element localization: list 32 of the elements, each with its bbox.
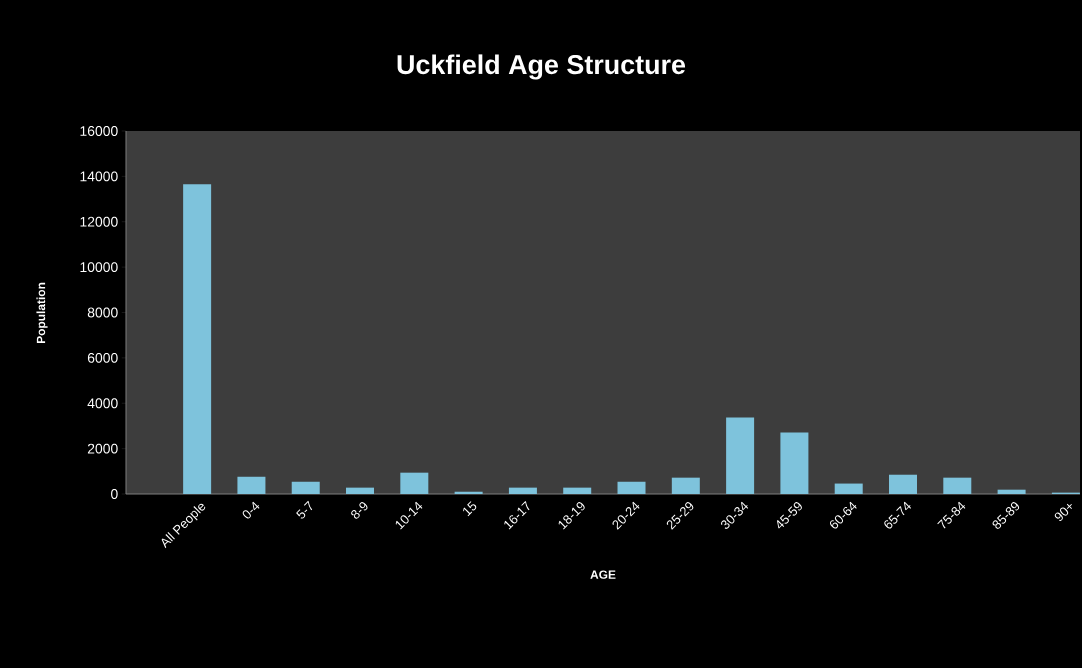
y-tick-label: 4000: [87, 398, 118, 409]
bar: [237, 476, 266, 494]
chart-title: Uckfield Age Structure: [397, 54, 686, 80]
bar: [291, 481, 320, 494]
x-axis-title: AGE: [590, 570, 616, 579]
y-tick-label: 0: [111, 489, 118, 499]
y-axis-title: Population: [36, 282, 48, 344]
bar: [997, 489, 1026, 494]
x-tick-label: 0-4: [242, 501, 260, 519]
bar: [508, 487, 537, 494]
x-tick-label: 5-7: [296, 500, 313, 519]
x-tick-label: 90+: [1054, 503, 1072, 521]
bar: [400, 472, 429, 494]
bar: [943, 477, 972, 494]
bar: [346, 487, 375, 494]
y-tick-label: 16000: [80, 126, 118, 136]
x-tick-label: 8-9: [351, 502, 368, 519]
x-tick-label: 15: [463, 501, 477, 517]
bar: [889, 474, 917, 494]
bar: [671, 477, 700, 494]
y-tick-label: 8000: [87, 307, 118, 318]
bar: [563, 487, 592, 494]
y-tick-label: 12000: [80, 216, 118, 227]
y-tick-label: 6000: [87, 352, 118, 363]
y-tick-label: 14000: [80, 171, 118, 182]
bar: [834, 483, 863, 494]
bar: [726, 417, 755, 494]
y-tick-label: 10000: [80, 262, 118, 273]
bar: [780, 432, 809, 494]
y-tick-label: 2000: [87, 443, 118, 454]
bar: [183, 184, 212, 494]
bar: [617, 481, 646, 494]
